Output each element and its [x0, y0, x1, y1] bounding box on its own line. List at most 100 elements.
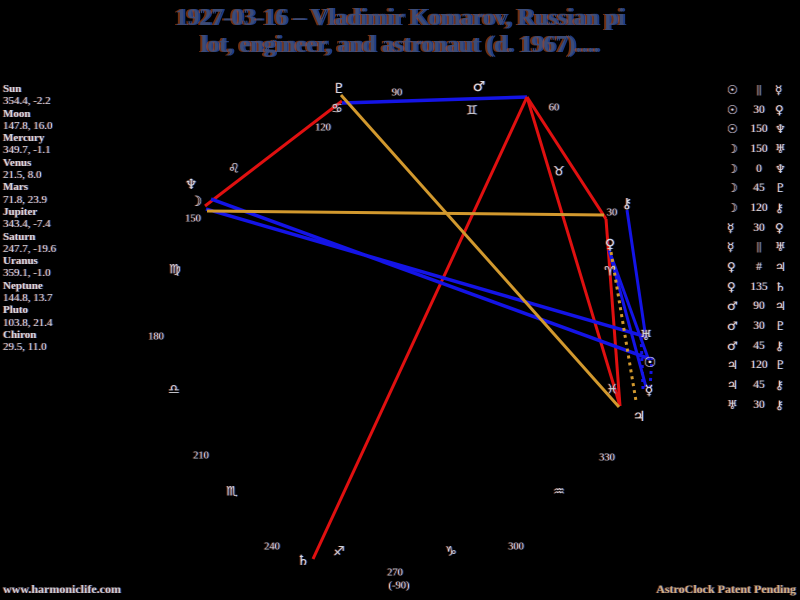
saturn-planet-icon: ♄ — [296, 553, 310, 569]
sun-planet-icon: ☉ — [643, 355, 657, 371]
aspect-angle: 90 — [753, 300, 765, 313]
aspect-angle: 30 — [753, 221, 765, 234]
tick-label-210: 210 — [193, 450, 209, 462]
gemini-sign-icon: ♊ — [466, 103, 478, 119]
chiron-icon: ⚷ — [775, 397, 784, 412]
jupiter-icon: ♃ — [727, 378, 738, 393]
aspect-row-mercury-pp-uranus: ☿ || ♅ — [727, 238, 786, 258]
ephemeris-planet-name: Jupiter — [3, 205, 38, 218]
aspect-row-mercury-30-venus: ☿ 30 ♀ — [727, 218, 786, 238]
tick-label--90: (-90) — [388, 580, 410, 592]
jupiter-icon: ♃ — [727, 358, 738, 373]
aspect-line-mercury-uranus-parallel — [639, 333, 645, 390]
aries-sign-icon: ♈ — [604, 264, 616, 280]
sun-icon: ☉ — [727, 82, 738, 97]
ephemeris-planet-name: Mercury — [3, 132, 45, 145]
aspect-row-moon-45-pluto: ☽ 45 ♇ — [727, 178, 786, 198]
title-line-2: lot, engineer, and astronaut (d. 1967)..… — [200, 32, 600, 58]
ephemeris-planet-name: Chiron — [3, 328, 37, 341]
ephemeris-planet-values: 354.4, -2.2 — [3, 95, 51, 108]
neptune-icon: ♆ — [775, 122, 786, 137]
website-url: www.harmoniclife.com — [3, 582, 121, 596]
aspect-row-venus-135-saturn: ♀ 135 ♄ — [727, 277, 786, 297]
aspect-list-panel: ☉ || ☿ ☉ 30 ♀ ☉ 150 ♆ ☽ 150 ♅ ☽ 0 ♆ ☽ 45 ♇ ☽ 120 ⚷ ☿ 30 ♀ ☿ || ♅ ♀ #… — [727, 80, 786, 415]
uranus-planet-icon: ♅ — [639, 328, 653, 344]
venus-icon: ♀ — [727, 279, 736, 294]
aspect-row-jupiter-45-chiron: ♃ 45 ⚷ — [727, 375, 786, 395]
tick-label-270: 270 — [387, 567, 403, 579]
ephemeris-planet-values: 71.8, 23.9 — [3, 193, 47, 206]
jupiter-planet-icon: ♃ — [632, 409, 646, 425]
pluto-icon: ♇ — [775, 181, 786, 196]
ephemeris-planet-values: 349.7, -1.1 — [3, 144, 51, 157]
tick-label-30: 30 — [606, 207, 618, 219]
venus-planet-icon: ♀ — [604, 237, 616, 253]
aquarius-sign-icon: ♒ — [553, 484, 565, 500]
mercury-icon: ☿ — [727, 240, 735, 255]
ephemeris-planet-name: Uranus — [3, 255, 38, 268]
libra-sign-icon: ♎ — [168, 382, 180, 398]
aspect-row-moon-120-chiron: ☽ 120 ⚷ — [727, 198, 786, 218]
uranus-icon: ♅ — [775, 240, 786, 255]
aspect-line-jupiter-chiron-45 — [604, 218, 622, 407]
ephemeris-planet-values: 359.1, -1.0 — [3, 267, 51, 280]
pisces-sign-icon: ♓ — [606, 382, 618, 398]
ephemeris-planet-values: 144.8, 13.7 — [3, 292, 53, 305]
chiron-planet-icon: ⚷ — [621, 196, 633, 212]
aspect-angle: 135 — [750, 280, 768, 293]
ephemeris-planet-name: Saturn — [3, 230, 36, 243]
aspect-line-moon-pluto-45 — [204, 99, 343, 208]
cancer-sign-icon: ♋ — [331, 101, 343, 117]
aspect-line-moon-chiron-120 — [206, 209, 605, 217]
aspect-row-jupiter-120-pluto: ♃ 120 ♇ — [727, 356, 786, 376]
tick-label-150: 150 — [185, 213, 201, 225]
ephemeris-planet-values: 21.5, 8.0 — [3, 169, 42, 182]
virgo-sign-icon: ♍ — [169, 262, 181, 278]
neptune-icon: ♆ — [775, 161, 786, 176]
neptune-planet-icon: ♆ — [184, 177, 198, 193]
venus-icon: ♀ — [775, 102, 784, 117]
pluto-planet-icon: ♇ — [332, 81, 346, 97]
title-line-1: 1927-03-16 – Vladimir Komarov, Russian p… — [175, 5, 625, 31]
tick-label-60: 60 — [548, 102, 560, 114]
aspect-angle: 0 — [756, 162, 762, 175]
jupiter-icon: ♃ — [775, 260, 786, 275]
sun-icon: ☉ — [727, 102, 738, 117]
aspect-angle: 45 — [753, 339, 765, 352]
aspect-row-sun-pp-mercury: ☉ || ☿ — [727, 80, 786, 100]
mercury-icon: ☿ — [775, 82, 783, 97]
aspect-angle: || — [756, 241, 762, 254]
patent-note: AstroClock Patent Pending — [656, 582, 796, 596]
ephemeris-planet-values: 29.5, 11.0 — [3, 341, 47, 354]
aspect-angle: 150 — [750, 123, 768, 136]
jupiter-icon: ♃ — [775, 299, 786, 314]
aspect-line-uranus-chiron-30 — [625, 209, 647, 333]
aspect-line-mars-chiron-45 — [525, 96, 608, 220]
mercury-planet-icon: ☿ — [644, 383, 654, 399]
aspect-row-uranus-30-chiron: ♅ 30 ⚷ — [727, 395, 786, 415]
aspect-line-sun-mercury-parallel — [648, 356, 654, 389]
ephemeris-planet-name: Venus — [3, 156, 32, 169]
aspect-angle: 120 — [750, 359, 768, 372]
ephemeris-planet-name: Sun — [3, 83, 22, 95]
mars-icon: ♂ — [727, 319, 738, 334]
chiron-icon: ⚷ — [775, 200, 784, 215]
moon-icon: ☽ — [727, 141, 738, 156]
leo-sign-icon: ♌ — [228, 161, 240, 177]
aspect-line-sun-neptune-150 — [210, 197, 651, 361]
ephemeris-planet-name: Mars — [3, 181, 29, 194]
sagittarius-sign-icon: ♐ — [333, 544, 345, 560]
aspect-row-sun-150-neptune: ☉ 150 ♆ — [727, 119, 786, 139]
aspect-row-moon-150-uranus: ☽ 150 ♅ — [727, 139, 786, 159]
ephemeris-planet-values: 103.8, 21.4 — [3, 316, 53, 329]
aspect-row-mars-45-chiron: ♂ 45 ⚷ — [727, 336, 786, 356]
aspect-angle: 45 — [753, 379, 765, 392]
aspect-angle: 45 — [753, 182, 765, 195]
taurus-sign-icon: ♉ — [553, 164, 565, 180]
aspect-angle: || — [756, 83, 762, 96]
aspect-angle: 30 — [753, 398, 765, 411]
ephemeris-planet-name: Neptune — [3, 279, 43, 292]
